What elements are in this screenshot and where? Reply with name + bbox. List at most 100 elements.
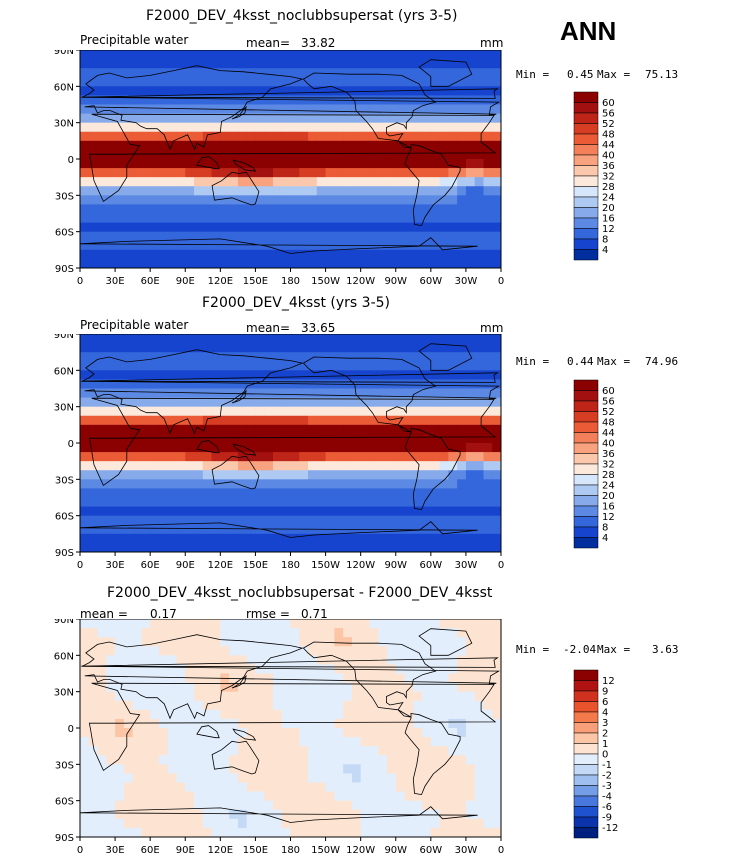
map-cell bbox=[448, 709, 458, 720]
map-cell bbox=[474, 718, 484, 729]
y-tick-label: 60N bbox=[54, 651, 74, 662]
map-cell bbox=[448, 628, 458, 638]
map-cell bbox=[132, 131, 142, 142]
map-cell bbox=[150, 497, 160, 508]
map-cell bbox=[474, 397, 484, 408]
map-cell bbox=[290, 406, 300, 417]
map-cell bbox=[176, 737, 186, 747]
map-cell bbox=[492, 361, 502, 371]
map-cell bbox=[158, 470, 169, 480]
map-cell bbox=[185, 240, 195, 251]
map-cell bbox=[325, 637, 335, 647]
map-cell bbox=[439, 709, 449, 720]
map-cell bbox=[255, 195, 265, 205]
map-cell bbox=[474, 506, 484, 517]
map-cell bbox=[88, 619, 99, 629]
map-cell bbox=[492, 95, 502, 105]
map-cell bbox=[281, 424, 291, 435]
y-tick-label: 90N bbox=[54, 619, 74, 626]
map-cell bbox=[290, 443, 300, 453]
map-cell bbox=[439, 177, 449, 187]
map-cell bbox=[492, 682, 502, 693]
map-cell bbox=[343, 104, 353, 115]
map-cell bbox=[299, 222, 309, 233]
map-cell bbox=[229, 240, 239, 251]
map-cell bbox=[308, 646, 318, 656]
map-cell bbox=[430, 122, 441, 133]
map-cell bbox=[386, 131, 397, 142]
map-cell bbox=[386, 204, 397, 214]
map-cell bbox=[474, 691, 484, 702]
map-cell bbox=[176, 177, 186, 187]
map-cell bbox=[395, 818, 406, 829]
map-cell bbox=[167, 479, 177, 489]
map-cell bbox=[237, 488, 248, 498]
map-cell bbox=[439, 222, 449, 233]
map-cell bbox=[360, 764, 370, 774]
map-cell bbox=[343, 195, 353, 205]
map-cell bbox=[483, 240, 493, 251]
map-cell bbox=[492, 168, 502, 178]
map-cell bbox=[360, 177, 370, 187]
map-cell bbox=[474, 334, 484, 344]
map-cell bbox=[430, 343, 441, 353]
map-cell bbox=[141, 700, 151, 711]
map-cell bbox=[264, 240, 274, 251]
map-cell bbox=[413, 791, 423, 802]
map-cell bbox=[229, 415, 239, 426]
map-cell bbox=[246, 628, 256, 638]
map-cell bbox=[167, 59, 177, 69]
map-cell bbox=[457, 682, 467, 693]
map-cell bbox=[106, 388, 116, 399]
map-cell bbox=[132, 50, 142, 60]
map-cell bbox=[167, 334, 177, 344]
map-cell bbox=[299, 77, 309, 87]
map-cell bbox=[132, 433, 142, 444]
map-cell bbox=[334, 159, 344, 169]
panel-1-min-value: 0.45 bbox=[567, 68, 594, 81]
map-cell bbox=[123, 68, 134, 78]
map-cell bbox=[185, 673, 195, 684]
map-cell bbox=[334, 334, 344, 344]
map-cell bbox=[202, 718, 213, 729]
map-cell bbox=[430, 773, 441, 783]
map-cell bbox=[185, 470, 195, 480]
map-cell bbox=[176, 818, 186, 829]
map-cell bbox=[325, 433, 335, 444]
map-cell bbox=[422, 709, 432, 720]
map-cell bbox=[237, 764, 248, 774]
map-cell bbox=[422, 159, 432, 169]
map-cell bbox=[439, 443, 449, 453]
map-cell bbox=[80, 646, 90, 656]
map-cell bbox=[150, 122, 160, 133]
panel-3-title: F2000_DEV_4ksst_noclubbsupersat - F2000_… bbox=[107, 585, 493, 601]
map-cell bbox=[167, 140, 177, 151]
map-cell bbox=[167, 86, 177, 96]
map-cell bbox=[88, 818, 99, 829]
map-cell bbox=[185, 222, 195, 233]
map-cell bbox=[97, 461, 107, 471]
map-cell bbox=[430, 746, 441, 756]
map-cell bbox=[325, 131, 335, 142]
map-cell bbox=[115, 764, 125, 774]
map-cell bbox=[290, 818, 300, 829]
map-cell bbox=[115, 59, 125, 69]
map-cell bbox=[255, 104, 265, 115]
map-cell bbox=[281, 497, 291, 508]
map-cell bbox=[395, 533, 406, 544]
map-cell bbox=[281, 682, 291, 693]
coastline bbox=[196, 156, 220, 170]
map-cell bbox=[229, 222, 239, 233]
map-cell bbox=[343, 406, 353, 417]
map-cell bbox=[237, 746, 248, 756]
map-cell bbox=[176, 240, 186, 251]
map-cell bbox=[229, 59, 239, 69]
map-cell bbox=[220, 682, 230, 693]
map-cell bbox=[167, 737, 177, 747]
map-cell bbox=[404, 159, 414, 169]
map-cell bbox=[343, 424, 353, 435]
map-cell bbox=[378, 159, 388, 169]
map-cell bbox=[176, 755, 186, 765]
map-cell bbox=[316, 452, 327, 462]
map-cell bbox=[176, 424, 186, 435]
